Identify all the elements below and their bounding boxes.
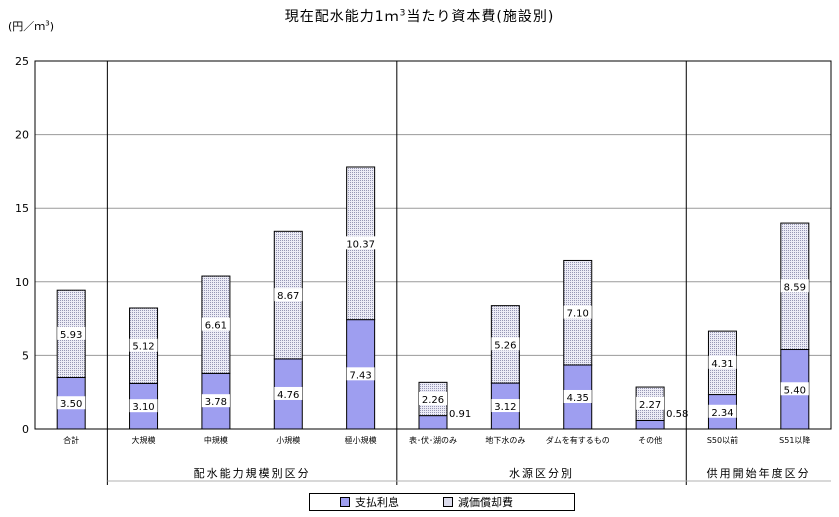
category-label-1: 大規模 [132, 435, 156, 445]
label-bg-depreciation-4 [343, 236, 378, 250]
data-label-interest-4: 7.43 [350, 370, 372, 381]
label-bg-interest-0 [57, 396, 86, 410]
legend-item-depreciation: 減価償却費 [443, 494, 513, 510]
y-tick-label-15: 15 [15, 202, 29, 215]
label-bg-interest-3 [274, 386, 303, 400]
label-bg-depreciation-1 [129, 338, 158, 352]
data-label-depreciation-4: 10.37 [346, 239, 375, 250]
label-bg-depreciation-0 [57, 326, 86, 340]
group-label-1: 水源区分別 [509, 466, 574, 480]
label-bg-depreciation-2 [201, 317, 230, 331]
data-label-interest-10: 5.40 [784, 385, 806, 396]
label-bg-depreciation-8 [636, 396, 665, 410]
data-label-depreciation-0: 5.93 [60, 330, 82, 341]
legend-label-depreciation: 減価償却費 [458, 496, 513, 509]
y-axis-unit-main: (円／ｍ [8, 20, 46, 33]
category-label-5: 表･伏･湖のみ [409, 435, 457, 445]
y-axis-unit: (円／ｍ3) [8, 18, 54, 34]
category-label-7: ダムを有するもの [546, 435, 610, 445]
data-label-depreciation-1: 5.12 [132, 342, 154, 353]
label-bg-depreciation-5 [419, 391, 447, 405]
data-label-interest-1: 3.10 [132, 402, 154, 413]
y-axis-unit-sup: 3 [45, 19, 50, 28]
label-bg-interest-7 [563, 389, 592, 403]
category-label-6: 地下水のみ [485, 435, 525, 445]
label-bg-interest-10 [780, 382, 809, 396]
label-bg-interest-1 [129, 399, 158, 413]
legend-swatch-interest [340, 497, 350, 507]
label-bg-interest-4 [346, 367, 375, 381]
data-label-depreciation-3: 8.67 [277, 291, 299, 302]
label-bg-interest-9 [708, 404, 737, 418]
label-bg-depreciation-10 [780, 279, 809, 293]
data-label-depreciation-9: 4.31 [711, 359, 733, 370]
category-label-4: 極小規模 [345, 435, 377, 445]
label-bg-depreciation-6 [491, 337, 520, 351]
label-bg-depreciation-9 [708, 355, 737, 369]
group-label-2: 供用開始年度区分 [707, 466, 811, 480]
y-tick-label-5: 5 [22, 349, 29, 362]
data-label-interest-7: 4.35 [567, 393, 589, 404]
category-label-0: 合計 [63, 435, 79, 445]
y-tick-label-10: 10 [15, 276, 29, 289]
data-label-depreciation-10: 8.59 [784, 282, 806, 293]
data-label-interest-8: 0.58 [666, 409, 688, 420]
data-label-interest-3: 4.76 [277, 390, 299, 401]
category-label-2: 中規模 [204, 435, 228, 445]
category-label-10: S51以降 [779, 435, 810, 445]
data-label-interest-6: 3.12 [494, 402, 516, 413]
legend-label-interest: 支払利息 [355, 496, 399, 509]
data-label-depreciation-5: 2.26 [422, 395, 444, 406]
label-bg-interest-6 [491, 399, 520, 413]
category-label-3: 小規模 [276, 435, 300, 445]
bar-interest-5 [418, 415, 448, 430]
chart-title-main: 現在配水能力1ｍ [284, 9, 400, 25]
bar-interest-8 [635, 419, 665, 430]
y-tick-label-25: 25 [15, 55, 29, 68]
data-label-depreciation-8: 2.27 [639, 400, 661, 411]
group-label-0: 配水能力規模別区分 [194, 466, 311, 480]
legend: 支払利息 減価償却費 [309, 493, 575, 511]
label-bg-interest-2 [201, 394, 230, 408]
chart-title-sup: 3 [399, 8, 407, 19]
chart-title: 現在配水能力1ｍ3当たり資本費(施設別) [0, 6, 839, 26]
y-tick-label-0: 0 [22, 423, 29, 436]
data-label-interest-5: 0.91 [449, 409, 471, 420]
data-label-interest-2: 3.78 [205, 397, 227, 408]
category-label-8: その他 [638, 435, 662, 445]
chart-title-rest: 当たり資本費(施設別) [406, 9, 555, 25]
y-tick-label-20: 20 [15, 129, 29, 142]
y-axis-unit-close: ) [49, 20, 55, 33]
data-label-interest-0: 3.50 [60, 399, 82, 410]
data-label-depreciation-2: 6.61 [205, 321, 227, 332]
legend-swatch-depreciation [443, 497, 453, 507]
category-label-9: S50以前 [707, 435, 738, 445]
data-label-depreciation-7: 7.10 [567, 309, 589, 320]
legend-item-interest: 支払利息 [340, 494, 399, 510]
data-label-depreciation-6: 5.26 [494, 340, 516, 351]
data-label-interest-9: 2.34 [711, 408, 733, 419]
label-bg-depreciation-7 [563, 305, 592, 319]
label-bg-depreciation-3 [274, 288, 303, 302]
chart-plot: 0 5 10 15 20 25 配水能力規模別区分 水源区分別 供用開始年度区分 5.93 3.50… [15, 55, 832, 485]
